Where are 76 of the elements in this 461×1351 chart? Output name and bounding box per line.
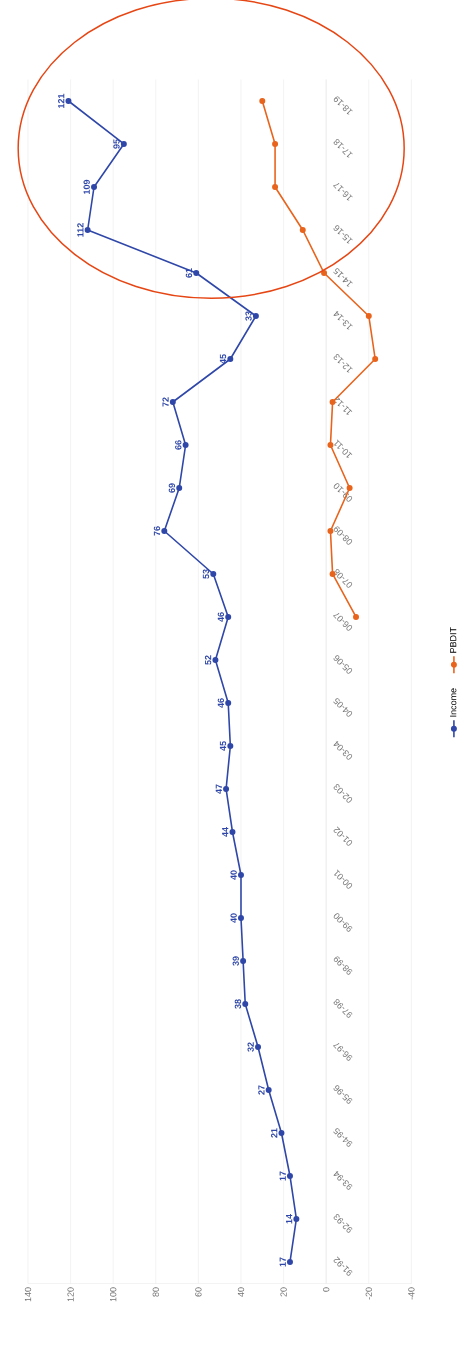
data-label: 44: [221, 827, 229, 837]
data-label: 69: [168, 483, 175, 493]
point: [237, 915, 244, 921]
x-tick-label: -40: [408, 1287, 415, 1300]
data-label: 46: [217, 612, 224, 622]
point: [252, 313, 259, 319]
point: [254, 1044, 261, 1050]
x-tick-label: 20: [280, 1287, 287, 1297]
x-tick-label: 140: [24, 1287, 31, 1302]
x-tick-label: 100: [109, 1287, 117, 1302]
data-label: 32: [247, 1042, 254, 1052]
data-label: 17: [279, 1171, 286, 1181]
point: [320, 270, 327, 276]
point: [65, 98, 72, 104]
point: [286, 1173, 293, 1179]
point: [229, 829, 236, 835]
point: [265, 1087, 272, 1093]
point: [169, 399, 176, 405]
point: [193, 270, 200, 276]
data-label: 76: [153, 526, 160, 536]
point: [278, 1130, 285, 1136]
data-label: 38: [234, 999, 241, 1009]
point: [176, 485, 183, 491]
point: [372, 356, 378, 362]
data-label: 39: [232, 956, 239, 966]
point: [210, 571, 217, 577]
point: [286, 1259, 293, 1265]
x-tick-label: 40: [237, 1287, 244, 1297]
data-label: 121: [57, 93, 65, 108]
data-label: 45: [219, 354, 226, 364]
point: [237, 872, 244, 878]
point: [225, 614, 232, 620]
point: [271, 184, 278, 190]
data-label: 21: [270, 1128, 278, 1138]
data-label: 14: [285, 1214, 292, 1224]
data-label: 40: [230, 870, 237, 880]
data-label: 66: [174, 440, 182, 450]
data-label: 72: [162, 397, 169, 407]
data-label: 46: [217, 698, 224, 708]
data-label: 47: [215, 784, 222, 794]
point: [90, 184, 97, 190]
data-label: 17: [279, 1257, 286, 1267]
data-label: 40: [230, 913, 237, 923]
x-tick-label: 0: [322, 1287, 330, 1292]
point: [182, 442, 189, 448]
x-tick-label: -20: [365, 1287, 372, 1300]
point: [299, 227, 306, 233]
point: [84, 227, 91, 233]
x-tick-label: 60: [195, 1287, 202, 1297]
point: [239, 958, 246, 964]
point: [365, 313, 372, 319]
point: [293, 1216, 300, 1222]
point: [161, 528, 168, 534]
point: [327, 442, 334, 448]
data-label: 45: [219, 741, 226, 751]
data-label: 95: [113, 139, 120, 149]
data-label: 109: [83, 179, 90, 194]
text: Income: [449, 688, 457, 717]
point: [212, 657, 219, 663]
data-label: 112: [77, 223, 84, 237]
x-tick-label: 80: [152, 1287, 159, 1297]
x-tick-label: 120: [67, 1287, 74, 1302]
point: [227, 356, 234, 362]
point: [259, 98, 266, 104]
point: [327, 528, 334, 534]
point: [222, 786, 229, 792]
point: [352, 614, 359, 620]
point: [120, 141, 127, 147]
text: PBDIT: [449, 627, 457, 653]
point: [271, 141, 278, 147]
data-label: 52: [204, 655, 212, 665]
point: [242, 1001, 249, 1007]
data-label: 27: [258, 1085, 265, 1095]
data-label: 53: [202, 569, 209, 579]
point: [227, 743, 234, 749]
point: [225, 700, 232, 706]
